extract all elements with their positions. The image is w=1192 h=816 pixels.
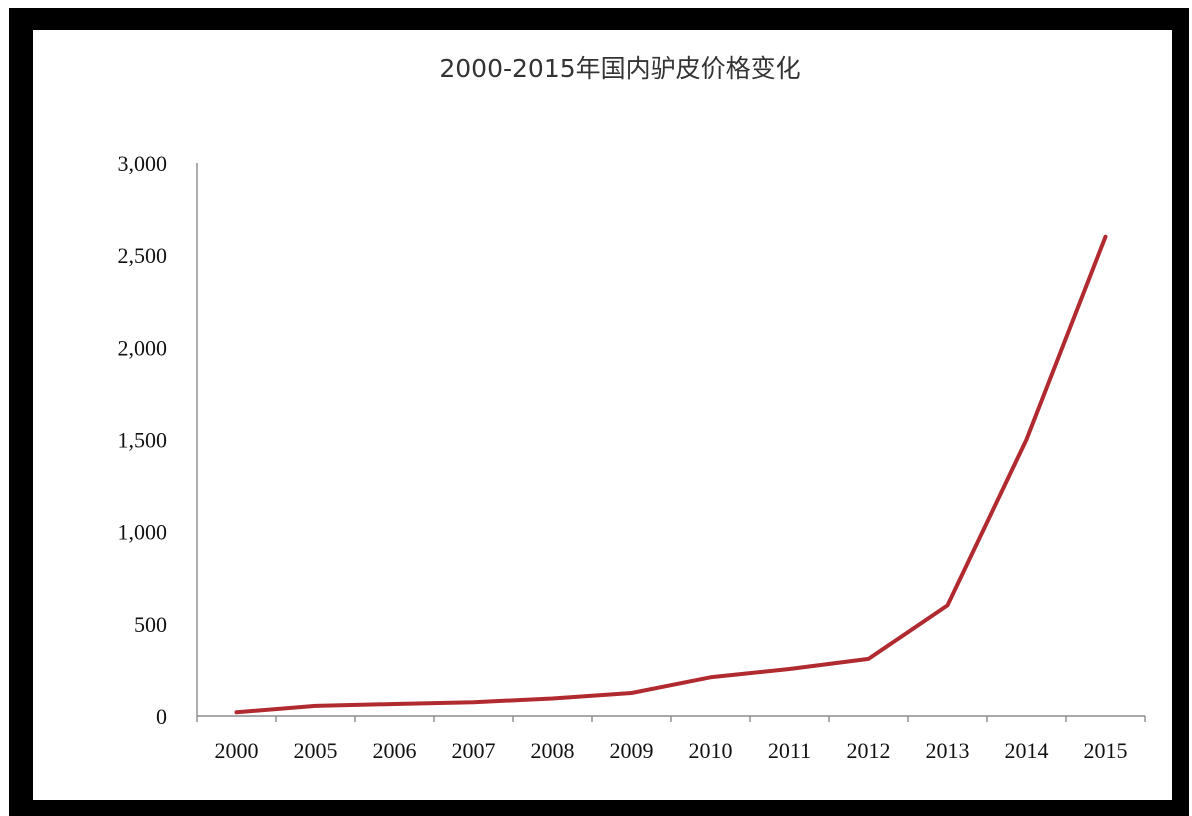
y-axis-ticks: 0 500 1,000 1,500 2,000 2,500 3,000 xyxy=(118,151,168,729)
x-tick-label: 2012 xyxy=(847,738,891,763)
y-tick-label: 0 xyxy=(156,704,167,729)
data-point xyxy=(392,702,397,706)
chart-title: 2000-2015年国内驴皮价格变化 xyxy=(439,54,800,83)
data-point xyxy=(945,603,950,608)
x-axis-ticks: 2000 2005 2006 2007 2008 2009 2010 2011 2012 2013… xyxy=(196,716,1146,763)
data-point xyxy=(1103,235,1108,239)
data-point xyxy=(1024,437,1029,442)
x-tick-label: 2005 xyxy=(294,738,338,763)
y-tick-label: 3,000 xyxy=(118,151,168,176)
x-tick-label: 2000 xyxy=(215,738,259,763)
x-tick-label: 2010 xyxy=(689,738,733,763)
data-point xyxy=(234,710,239,714)
x-tick-label: 2014 xyxy=(1005,738,1049,763)
y-tick-label: 1,000 xyxy=(118,520,168,545)
x-tick-label: 2011 xyxy=(768,738,811,763)
x-tick-label: 2008 xyxy=(531,738,575,763)
data-point xyxy=(866,657,871,661)
data-point xyxy=(787,667,792,671)
chart-panel xyxy=(33,30,1172,800)
x-tick-label: 2009 xyxy=(610,738,654,763)
y-tick-label: 2,500 xyxy=(118,243,168,268)
data-point xyxy=(471,700,476,704)
y-tick-label: 2,000 xyxy=(118,335,168,360)
x-tick-label: 2013 xyxy=(926,738,970,763)
x-tick-label: 2006 xyxy=(373,738,417,763)
x-tick-label: 2015 xyxy=(1084,738,1128,763)
y-tick-label: 1,500 xyxy=(118,428,168,453)
series-layer xyxy=(234,234,1108,715)
series-line xyxy=(234,234,1108,715)
data-point xyxy=(708,675,713,679)
data-point xyxy=(550,696,555,701)
x-tick-label: 2007 xyxy=(452,738,496,763)
data-point xyxy=(629,691,634,695)
data-point xyxy=(313,704,318,708)
y-tick-label: 500 xyxy=(134,612,167,637)
